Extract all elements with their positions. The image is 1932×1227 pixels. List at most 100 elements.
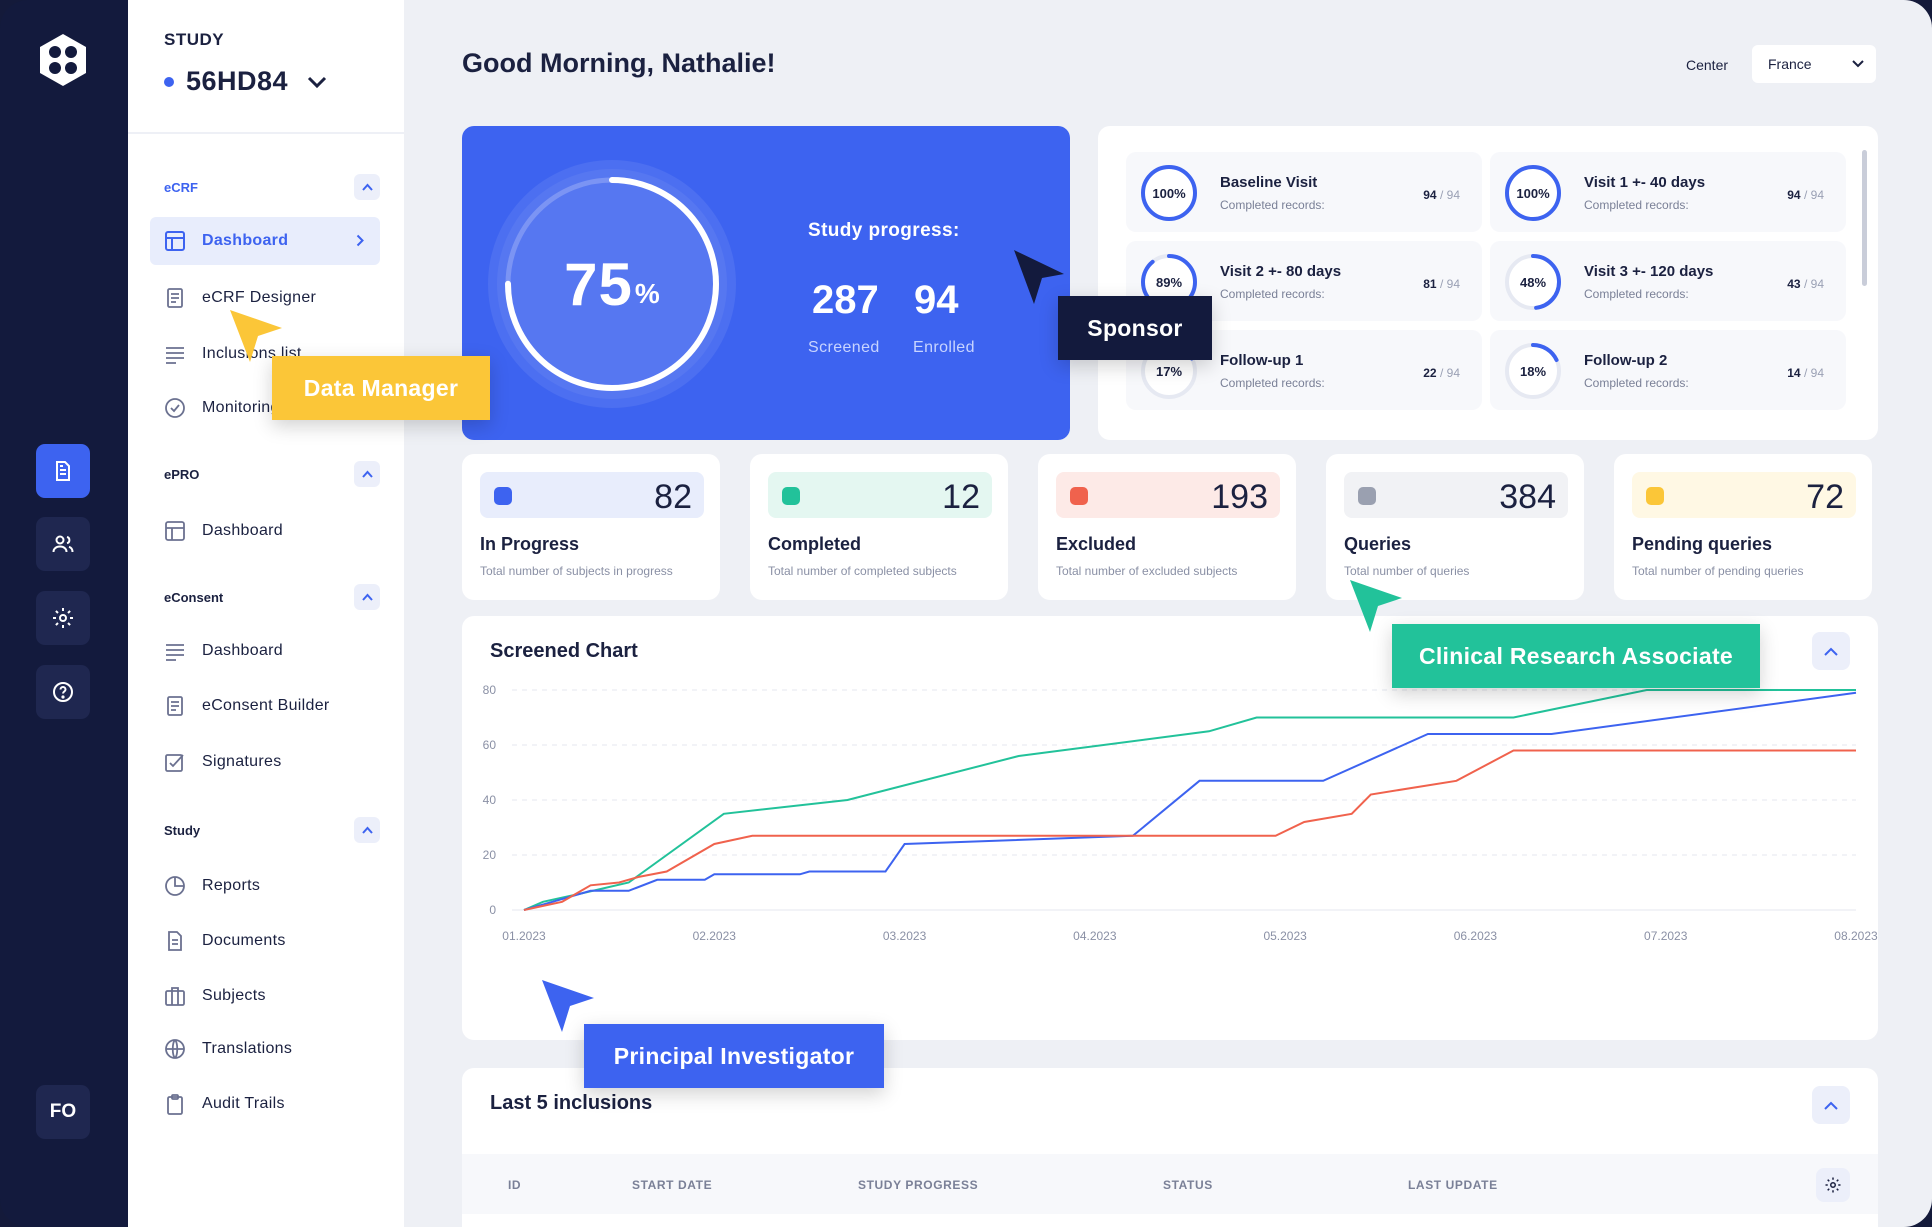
- visit-item[interactable]: 48% Visit 3 +- 120 days Completed records:…: [1490, 241, 1846, 321]
- gear-icon: [53, 608, 73, 628]
- chevron-down-icon[interactable]: [306, 75, 328, 89]
- study-id: 56HD84: [186, 66, 289, 96]
- rail-help-button[interactable]: [36, 665, 90, 719]
- main-content: Good Morning, Nathalie! Center France 75…: [404, 0, 1932, 1227]
- nav-ecrf-dashboard[interactable]: Dashboard: [150, 217, 380, 265]
- visit-done: 81: [1423, 277, 1437, 291]
- check-circle-icon: [165, 398, 185, 418]
- data-manager-callout: Data Manager: [272, 356, 490, 420]
- nav-label: Reports: [202, 877, 261, 894]
- visits-card: 100% Baseline Visit Completed records: 94 /…: [1098, 126, 1878, 440]
- visit-subtitle: Completed records:: [1220, 376, 1325, 390]
- chevron-up-icon: [1824, 1101, 1838, 1110]
- sponsor-callout: Sponsor: [1058, 296, 1212, 360]
- rail-documents-button[interactable]: [36, 444, 90, 498]
- table-settings-button[interactable]: [1816, 1168, 1850, 1202]
- nav-econsent-dashboard[interactable]: Dashboard: [150, 627, 380, 675]
- dashboard-icon: [165, 231, 185, 251]
- study-progress-ring: [488, 160, 736, 408]
- visit-item[interactable]: 100% Baseline Visit Completed records: 94 /…: [1126, 152, 1482, 232]
- user-avatar[interactable]: FO: [36, 1085, 90, 1139]
- pi-callout: Principal Investigator: [584, 1024, 884, 1088]
- y-tick-label: 80: [483, 683, 497, 697]
- chart-collapse-button[interactable]: [1812, 632, 1850, 670]
- stat-color-dot: [494, 487, 512, 505]
- col-start-date[interactable]: START DATE: [632, 1178, 713, 1192]
- col-last-update[interactable]: LAST UPDATE: [1408, 1178, 1498, 1192]
- visit-item[interactable]: 18% Follow-up 2 Completed records: 14 / 94: [1490, 330, 1846, 410]
- col-study-progress[interactable]: STUDY PROGRESS: [858, 1178, 979, 1192]
- stat-tile[interactable]: 12 Completed Total number of completed sub…: [750, 454, 1008, 600]
- visit-percent: 17%: [1155, 363, 1183, 379]
- visit-separator: /: [1439, 188, 1444, 202]
- rail-users-button[interactable]: [36, 517, 90, 571]
- nav-documents[interactable]: Documents: [150, 917, 380, 965]
- center-select-value: France: [1768, 56, 1812, 72]
- visit-done: 94: [1423, 188, 1437, 202]
- visit-name: Visit 1 +- 40 days: [1584, 174, 1706, 191]
- stat-subtitle: Total number of completed subjects: [768, 564, 957, 578]
- nav-reports[interactable]: Reports: [150, 862, 380, 910]
- stat-tile[interactable]: 193 Excluded Total number of excluded subj…: [1038, 454, 1296, 600]
- chart-series-line-2: [523, 749, 1856, 911]
- nav-subjects[interactable]: Subjects: [150, 972, 380, 1020]
- section-ecrf-toggle[interactable]: [354, 174, 380, 200]
- visit-item[interactable]: 100% Visit 1 +- 40 days Completed records:…: [1490, 152, 1846, 232]
- section-econsent-toggle[interactable]: [354, 584, 380, 610]
- stat-value: 384: [1499, 478, 1556, 516]
- col-id[interactable]: ID: [508, 1178, 522, 1192]
- nav-epro-dashboard[interactable]: Dashboard: [150, 507, 380, 555]
- visit-total: 94: [1810, 188, 1824, 202]
- cra-pointer-icon: [1350, 580, 1402, 632]
- chevron-up-icon: [1824, 647, 1838, 656]
- y-tick-label: 40: [483, 793, 497, 807]
- rail-settings-button[interactable]: [36, 591, 90, 645]
- visits-scrollbar[interactable]: [1862, 150, 1867, 286]
- signature-icon: [165, 754, 184, 772]
- chevron-down-icon: [1852, 60, 1864, 68]
- y-tick-label: 60: [483, 738, 497, 752]
- study-progress-card: 75% Study progress: 287 94 Screened Enro…: [462, 126, 1070, 440]
- col-status[interactable]: STATUS: [1163, 1178, 1213, 1192]
- stat-tile[interactable]: 384 Queries Total number of queries: [1326, 454, 1584, 600]
- stat-title: Queries: [1344, 534, 1412, 554]
- visit-name: Baseline Visit: [1220, 174, 1318, 191]
- inclusions-collapse-button[interactable]: [1812, 1086, 1850, 1124]
- list-icon: [166, 644, 184, 661]
- section-epro-title: ePRO: [164, 466, 200, 482]
- page-title: Good Morning, Nathalie!: [462, 48, 776, 78]
- nav-signatures[interactable]: Signatures: [150, 738, 380, 786]
- stat-tile[interactable]: 72 Pending queries Total number of pending…: [1614, 454, 1872, 600]
- stat-title: Excluded: [1056, 534, 1137, 554]
- gear-icon: [1825, 1177, 1841, 1193]
- stat-subtitle: Total number of subjects in progress: [480, 564, 673, 578]
- visit-total: 94: [1446, 188, 1460, 202]
- screened-label: Screened: [808, 339, 880, 356]
- users-icon: [52, 535, 74, 553]
- section-study-toggle[interactable]: [354, 817, 380, 843]
- nav-label: Subjects: [202, 987, 266, 1004]
- study-selector[interactable]: STUDY 56HD84: [128, 0, 404, 134]
- nav-label: eCRF Designer: [202, 289, 317, 306]
- center-select[interactable]: France: [1752, 45, 1876, 83]
- pie-chart-icon: [165, 876, 185, 896]
- visit-progress-ring: [1505, 165, 1561, 221]
- visit-name: Follow-up 2: [1584, 352, 1668, 369]
- nav-translations[interactable]: Translations: [150, 1025, 380, 1073]
- nav-ecrf-designer[interactable]: eCRF Designer: [150, 274, 380, 322]
- visit-subtitle: Completed records:: [1584, 198, 1689, 212]
- nav-econsent-builder[interactable]: eConsent Builder: [150, 682, 380, 730]
- stat-color-dot: [1646, 487, 1664, 505]
- visit-percent: 100%: [1516, 185, 1550, 201]
- visit-total: 94: [1446, 277, 1460, 291]
- app-logo-icon[interactable]: [35, 32, 91, 88]
- visit-progress-ring: [1505, 254, 1561, 310]
- stat-tile[interactable]: 82 In Progress Total number of subjects in…: [462, 454, 720, 600]
- section-epro-toggle[interactable]: [354, 461, 380, 487]
- nav-label: Audit Trails: [202, 1095, 285, 1112]
- form-icon: [167, 288, 183, 308]
- stat-value-bar: [1632, 472, 1856, 518]
- last-inclusions-card: Last 5 inclusions ID START DATE STUDY PR…: [462, 1068, 1878, 1227]
- nav-monitoring[interactable]: Monitoring: [150, 384, 380, 432]
- nav-audit-trails[interactable]: Audit Trails: [150, 1080, 380, 1128]
